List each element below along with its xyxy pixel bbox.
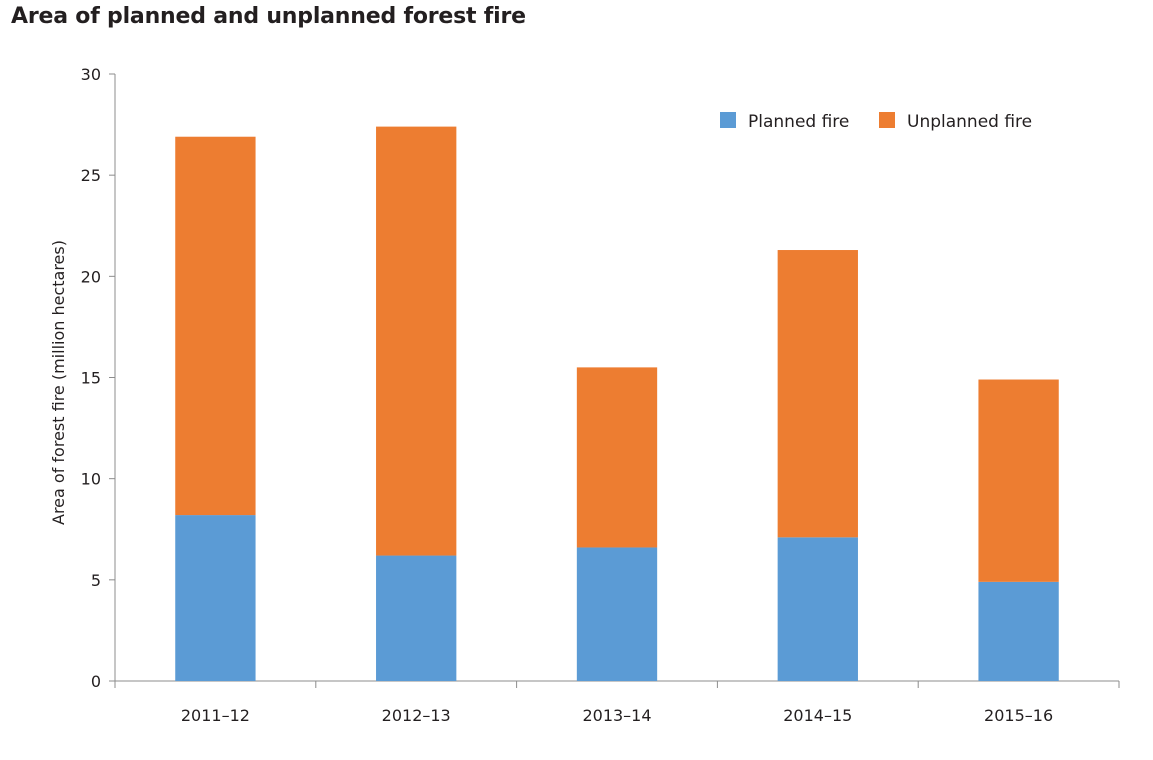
bar-planned-fire bbox=[777, 537, 858, 681]
y-tick-label: 15 bbox=[81, 369, 101, 388]
y-tick-label: 30 bbox=[81, 65, 101, 84]
x-tick-label: 2015–16 bbox=[984, 706, 1053, 725]
bar-unplanned-fire bbox=[576, 367, 658, 548]
legend-label: Unplanned fire bbox=[907, 112, 1032, 132]
bar-unplanned-fire bbox=[978, 379, 1059, 582]
bar-unplanned-fire bbox=[777, 250, 858, 538]
bar-planned-fire bbox=[376, 555, 457, 681]
chart-title: Area of planned and unplanned forest fir… bbox=[11, 4, 526, 29]
bar-unplanned-fire bbox=[175, 136, 256, 516]
bar-unplanned-fire bbox=[376, 126, 457, 556]
y-tick-label: 10 bbox=[81, 470, 101, 489]
bar-planned-fire bbox=[978, 581, 1059, 681]
x-tick-label: 2014–15 bbox=[783, 706, 852, 725]
legend-swatch bbox=[879, 112, 895, 128]
x-tick-label: 2013–14 bbox=[582, 706, 651, 725]
y-tick-label: 5 bbox=[91, 571, 101, 590]
y-tick-label: 25 bbox=[81, 166, 101, 185]
y-tick-label: 20 bbox=[81, 267, 101, 286]
x-tick-label: 2011–12 bbox=[181, 706, 250, 725]
legend: Planned fire Unplanned fire bbox=[720, 112, 1032, 132]
x-tick-label: 2012–13 bbox=[382, 706, 451, 725]
y-tick-label: 0 bbox=[91, 672, 101, 691]
y-axis-title: Area of forest fire (million hectares) bbox=[49, 240, 68, 525]
legend-label: Planned fire bbox=[748, 112, 849, 132]
bar-planned-fire bbox=[576, 547, 658, 681]
bars bbox=[175, 126, 1059, 681]
x-axis: 2011–12 2012–13 2013–14 2014–15 2015–16 bbox=[114, 680, 1120, 725]
y-axis: 0 5 10 15 20 25 30 bbox=[81, 65, 116, 691]
legend-swatch bbox=[720, 112, 736, 128]
bar-planned-fire bbox=[175, 515, 256, 681]
